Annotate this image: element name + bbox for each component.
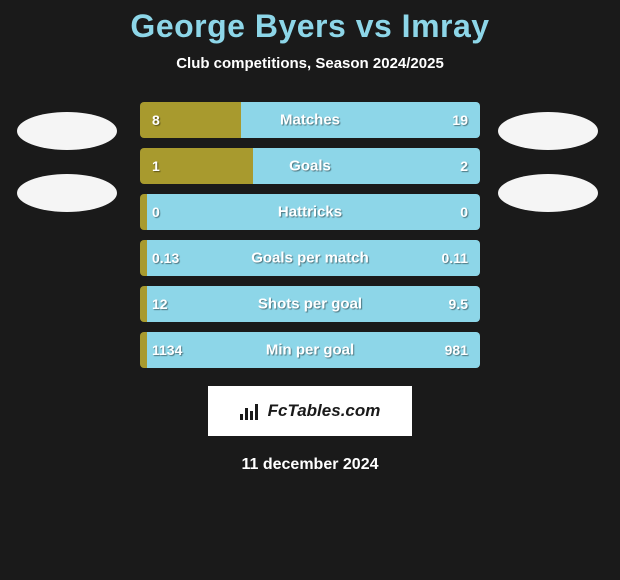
club-logo-left <box>17 112 117 150</box>
stat-label: Goals per match <box>251 250 369 267</box>
stat-value-left: 0.13 <box>152 250 179 266</box>
stat-value-left: 8 <box>152 112 160 128</box>
stat-value-right: 0 <box>460 204 468 220</box>
stat-value-left: 1 <box>152 158 160 174</box>
stat-value-left: 1134 <box>152 342 182 358</box>
stat-label: Min per goal <box>266 342 354 359</box>
stat-label: Hattricks <box>278 204 342 221</box>
club-logo-right <box>498 174 598 212</box>
right-logos-column <box>498 102 603 212</box>
stat-row: 8 Matches 19 <box>140 102 480 138</box>
stat-row: 1134 Min per goal 981 <box>140 332 480 368</box>
stat-label: Matches <box>280 112 340 129</box>
stat-bar-left <box>140 240 147 276</box>
stats-bars-column: 8 Matches 19 1 Goals 2 0 Hattricks 0 0.13 Goals pe… <box>140 102 480 368</box>
stat-value-right: 19 <box>452 112 468 128</box>
stat-value-left: 12 <box>152 296 168 312</box>
stat-bar-left <box>140 286 147 322</box>
page-title: George Byers vs Imray <box>0 8 620 45</box>
stat-bar-right <box>253 148 480 184</box>
bars-icon <box>240 402 262 420</box>
stat-label: Goals <box>289 158 331 175</box>
stat-row: 1 Goals 2 <box>140 148 480 184</box>
date-label: 11 december 2024 <box>0 456 620 474</box>
stat-label: Shots per goal <box>258 296 362 313</box>
stat-bar-right <box>241 102 480 138</box>
stat-value-right: 981 <box>445 342 468 358</box>
comparison-card: George Byers vs Imray Club competitions,… <box>0 0 620 580</box>
stat-value-left: 0 <box>152 204 160 220</box>
stat-row: 12 Shots per goal 9.5 <box>140 286 480 322</box>
stat-bar-left <box>140 194 147 230</box>
stat-value-right: 2 <box>460 158 468 174</box>
brand-text: FcTables.com <box>268 401 381 421</box>
left-logos-column <box>17 102 122 212</box>
content-row: 8 Matches 19 1 Goals 2 0 Hattricks 0 0.13 Goals pe… <box>0 102 620 368</box>
stat-value-right: 9.5 <box>449 296 468 312</box>
stat-bar-left <box>140 332 147 368</box>
club-logo-left <box>17 174 117 212</box>
stat-row: 0.13 Goals per match 0.11 <box>140 240 480 276</box>
club-logo-right <box>498 112 598 150</box>
page-subtitle: Club competitions, Season 2024/2025 <box>0 55 620 72</box>
stat-row: 0 Hattricks 0 <box>140 194 480 230</box>
stat-value-right: 0.11 <box>442 250 468 266</box>
brand-card: FcTables.com <box>208 386 412 436</box>
